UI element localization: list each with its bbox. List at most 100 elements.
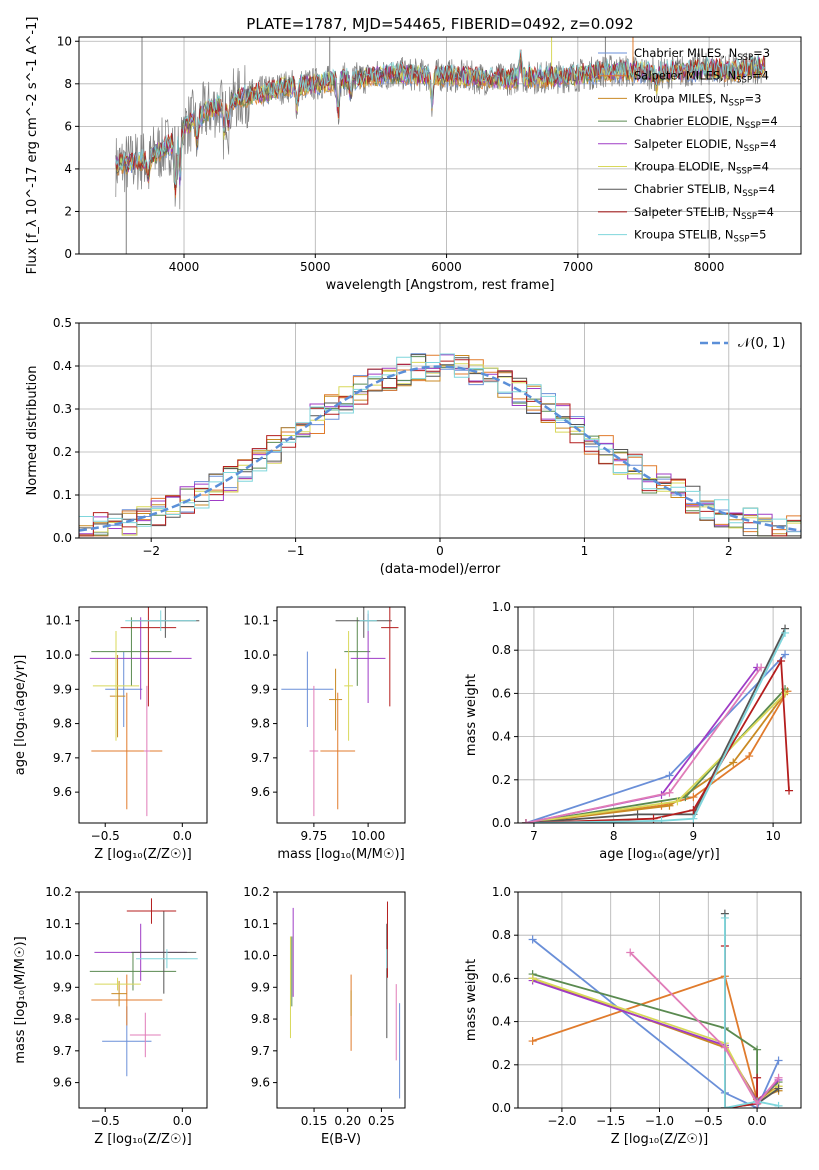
- legend-label: Kroupa ELODIE, NSSP=4: [634, 160, 769, 177]
- y-tick-label: 10.0: [243, 949, 270, 963]
- legend-tail: =3: [744, 91, 761, 105]
- y-tick-label: 10.2: [45, 885, 72, 899]
- legend-tail: =4: [752, 160, 769, 174]
- legend-label: Kroupa STELIB, NSSP=5: [634, 228, 766, 245]
- y-tick-label: 0.6: [492, 686, 511, 700]
- weight-marker: [777, 657, 786, 665]
- weight-marker: [521, 819, 530, 823]
- y-tick-label: 0.4: [492, 1015, 511, 1029]
- y-tick-label: 0: [64, 247, 72, 261]
- y-axis-label: mass weight: [464, 959, 479, 1041]
- legend-sub: SSP: [737, 53, 753, 63]
- x-tick-label: 8000: [694, 260, 725, 274]
- x-tick-label: 8: [610, 829, 618, 843]
- y-tick-label: 9.8: [53, 1012, 72, 1026]
- mass_vs_age-marks: [281, 607, 399, 817]
- mass_vs_Z-marks: [89, 898, 198, 1077]
- x-tick-label: 7000: [563, 260, 594, 274]
- weight-marker: [729, 758, 738, 767]
- y-tick-label: 9.7: [53, 751, 72, 765]
- x-tick-label: 0.0: [173, 1114, 192, 1128]
- x-tick-label: 0.20: [334, 1114, 361, 1128]
- weight-marker: [753, 1045, 762, 1054]
- legend-tail: =4: [752, 69, 769, 83]
- y-tick-label: 10.1: [45, 614, 72, 628]
- spectrum-model-line: [115, 57, 766, 189]
- legend-sub: SSP: [744, 144, 760, 154]
- axes-frame: [78, 891, 208, 1109]
- weight-marker: [720, 913, 729, 922]
- legend-label: Salpeter ELODIE, NSSP=4: [634, 137, 777, 154]
- y-tick-label: 9.7: [251, 751, 270, 765]
- weight-marker: [774, 1101, 783, 1108]
- y-tick-label: 10.1: [243, 614, 270, 628]
- y-tick-label: 10.0: [45, 949, 72, 963]
- legend-sub: SSP: [742, 189, 758, 199]
- y-tick-label: 9.8: [251, 717, 270, 731]
- y-tick-label: 0.4: [492, 730, 511, 744]
- x-axis-label: E(B-V): [321, 1132, 361, 1147]
- weight-line: [525, 692, 786, 823]
- mass_vs_EBV-axes: 0.15 0.20 0.25 9.6 9.7 9.8 9.9 10.0 10.1 10.2 E(B-…: [243, 885, 406, 1147]
- mass_vs_age-axes: 9.75 10.00 9.6 9.7 9.8 9.9 10.0 10.1 mass [log₁₀…: [243, 606, 406, 862]
- x-tick-label: 6000: [431, 260, 462, 274]
- x-axis-label: age [log₁₀(age/yr)]: [599, 847, 720, 862]
- y-tick-label: 0.0: [492, 816, 511, 830]
- y-tick-label: 8: [64, 77, 72, 91]
- axes-frame: [276, 606, 406, 824]
- x-tick-label: 0.25: [368, 1114, 395, 1128]
- y-tick-label: 10.1: [45, 917, 72, 931]
- y-tick-label: 9.6: [251, 1076, 270, 1090]
- weight-marker: [745, 752, 754, 761]
- x-tick-label: −0.5: [91, 829, 120, 843]
- histogram-step: [79, 353, 801, 533]
- x-tick-label: 9.75: [301, 829, 328, 843]
- legend-sub: SSP: [734, 235, 750, 245]
- weight-marker: [657, 816, 666, 823]
- legend-sub: SSP: [736, 167, 752, 177]
- y-tick-label: 0.8: [492, 643, 511, 657]
- spectrum-marks: [115, 37, 766, 254]
- legend-sub: SSP: [745, 121, 761, 131]
- weight-line: [525, 628, 786, 823]
- legend-tail: =4: [758, 182, 775, 196]
- legend-tail: =3: [753, 46, 770, 60]
- legend-tail: =4: [757, 205, 774, 219]
- residuals-axes: −2 −1 0 1 2 0.0 0.1 0.2 0.3 0.4 0.5 (data-model)/er…: [25, 316, 802, 577]
- x-tick-label: 0.0: [173, 829, 192, 843]
- legend-sub: SSP: [729, 98, 745, 108]
- x-tick-label: −0.5: [694, 1114, 723, 1128]
- y-tick-label: 0.8: [492, 928, 511, 942]
- y-tick-label: 9.6: [53, 1076, 72, 1090]
- y-tick-label: 0.2: [53, 445, 72, 459]
- x-axis-label: Z [log₁₀(Z/Z☉)]: [94, 1132, 191, 1147]
- y-tick-label: 9.9: [251, 980, 270, 994]
- y-tick-label: 0.2: [492, 1058, 511, 1072]
- y-tick-label: 9.6: [251, 785, 270, 799]
- legend-label: Chabrier MILES, NSSP=3: [634, 46, 770, 63]
- legend-label: Salpeter STELIB, NSSP=4: [634, 205, 774, 222]
- x-tick-label: −1.5: [596, 1114, 625, 1128]
- legend-tail: =4: [761, 114, 778, 128]
- y-tick-label: 9.7: [53, 1044, 72, 1058]
- age_vs_Z-axes: −0.5 0.0 9.6 9.7 9.8 9.9 10.0 10.1 Z [log₁₀(Z/Z☉…: [13, 606, 208, 862]
- x-tick-label: 5000: [300, 260, 331, 274]
- weight_vs_age-axes: 7 8 9 10 0.0 0.2 0.4 0.6 0.8 1.0 age [log₁₀(age/yr…: [464, 600, 802, 862]
- residuals-marks: [79, 353, 801, 537]
- weight-marker: [673, 797, 682, 806]
- x-tick-label: 4000: [169, 260, 200, 274]
- weight-marker: [528, 1037, 537, 1046]
- legend-sub: SSP: [736, 76, 752, 86]
- axes-frame: [78, 36, 802, 255]
- weight-line: [724, 917, 779, 1108]
- y-tick-label: 10.1: [243, 917, 270, 931]
- x-tick-label: 1: [581, 544, 589, 558]
- weight-marker: [528, 935, 537, 944]
- weight-marker: [774, 1056, 783, 1065]
- weight_vs_Z-marks: [528, 909, 783, 1108]
- weight-marker: [781, 628, 790, 637]
- x-tick-label: 10.00: [351, 829, 385, 843]
- age_vs_Z-marks: [89, 607, 200, 817]
- x-axis-label: Z [log₁₀(Z/Z☉)]: [611, 1132, 708, 1147]
- y-tick-label: 0.2: [492, 773, 511, 787]
